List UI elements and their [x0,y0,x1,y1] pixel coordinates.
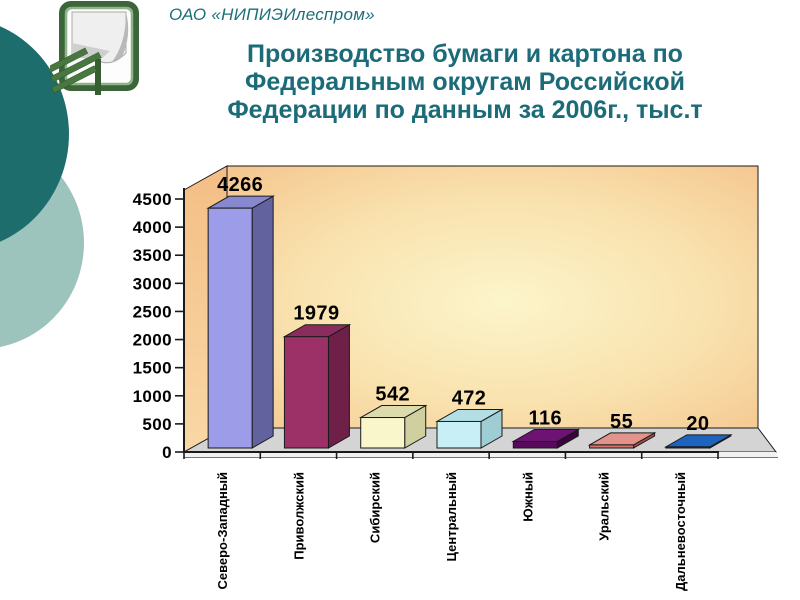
slide-title-line-1: Производство бумаги и картона по [247,40,683,68]
bar-value-label: 20 [686,413,709,435]
bar-value-label: 472 [452,387,487,409]
bar-value-label: 116 [529,407,562,429]
category-label: Дальневосточный [673,472,688,591]
bar-2 [282,323,352,449]
company-logo-icon [50,1,139,95]
bar-front-face [589,444,635,449]
slide-title-line-2: Федеральным округам Российской [245,68,685,96]
bar-5 [511,428,581,449]
bar-value-label: 1979 [293,303,339,325]
y-tick-label: 2500 [133,302,172,321]
org-name: ОАО «НИПИЭИлеспром» [169,5,375,24]
y-tick-label: 3500 [133,246,172,265]
category-label: Уральский [597,472,612,541]
bar-7 [663,434,733,449]
bar-front-face [512,440,558,449]
bar-1 [206,195,276,449]
category-label: Сибирский [368,472,383,543]
category-label: Южный [520,472,535,522]
y-tick-label: 500 [142,415,172,434]
bar-value-label: 55 [610,411,633,433]
bar-side-face [327,323,350,449]
category-label: Приволжский [291,472,306,560]
logo-branches [50,47,102,94]
chart-floor-edge [184,452,778,457]
bar-value-label: 542 [375,384,410,406]
logo-book-curl [111,12,129,63]
y-tick-label: 0 [162,443,172,462]
slide-title: Производство бумаги и картона по Федерал… [140,40,790,124]
bar-4 [435,408,504,449]
bar-side-face [251,195,274,449]
y-tick-label: 1500 [133,359,172,378]
category-label: Северо-Западный [215,472,230,590]
bar-3 [358,404,428,449]
bar-value-label: 4266 [217,174,263,196]
chart-plot-area: 0 500 1000 1500 2000 2500 3000 3500 4000 4500 4266… [133,165,778,591]
bar-front-face [360,417,406,449]
slide-title-line-3: Федерации по данным за 2006г., тыс.т [227,96,703,124]
y-tick-label: 1000 [133,387,172,406]
bar-6 [587,432,657,449]
logo-stem [95,59,101,95]
bar-front-face [665,446,711,449]
y-tick-label: 3000 [133,274,172,293]
bar-front-face [436,420,482,449]
y-tick-label: 2000 [133,331,172,350]
y-tick-label: 4000 [133,218,172,237]
category-label: Центральный [444,472,459,561]
bar-front-face [283,336,329,449]
bar-front-face [207,207,253,449]
y-tick-label: 4500 [133,190,172,209]
